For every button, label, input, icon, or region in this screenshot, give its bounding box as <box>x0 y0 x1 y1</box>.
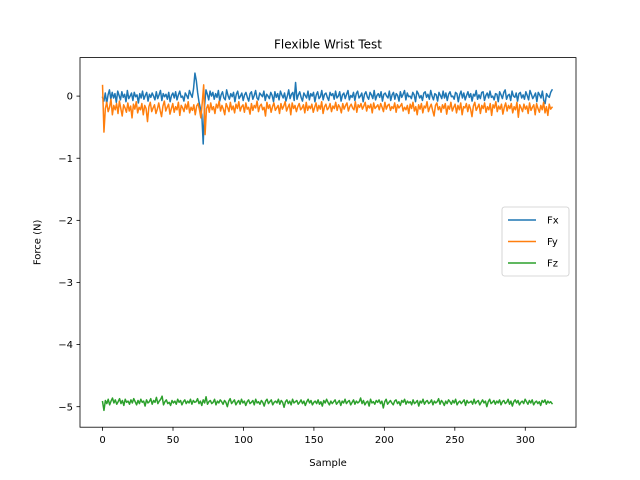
x-tick-label: 150 <box>304 435 323 446</box>
y-tick-label: −2 <box>58 216 73 227</box>
chart-title: Flexible Wrist Test <box>274 38 382 52</box>
y-tick-label: −4 <box>58 340 73 351</box>
y-tick-label: −3 <box>58 278 73 289</box>
x-tick-label: 300 <box>516 435 535 446</box>
x-tick-label: 250 <box>445 435 464 446</box>
series-layer <box>101 72 554 412</box>
legend: Fx Fy Fz <box>501 206 570 277</box>
series-line-fy <box>101 84 554 136</box>
y-axis-label: Force (N) <box>33 220 44 266</box>
legend-label-fz: Fz <box>547 259 558 270</box>
legend-label-fy: Fy <box>547 237 558 248</box>
y-axis: 0 −1 −2 −3 −4 −5 <box>58 92 80 413</box>
legend-label-fx: Fx <box>547 216 559 227</box>
plot-frame <box>79 57 577 428</box>
x-tick-label: 200 <box>375 435 394 446</box>
series-line-fz <box>101 395 554 412</box>
y-tick-label: −1 <box>58 154 73 165</box>
x-tick-label: 100 <box>234 435 253 446</box>
x-axis: 0 50 100 150 200 250 300 <box>99 427 535 446</box>
x-axis-label: Sample <box>309 458 347 469</box>
y-tick-label: −5 <box>58 402 73 413</box>
series-line-fx <box>101 72 554 145</box>
x-tick-label: 50 <box>167 435 180 446</box>
y-tick-label: 0 <box>67 92 73 103</box>
x-tick-label: 0 <box>99 435 105 446</box>
